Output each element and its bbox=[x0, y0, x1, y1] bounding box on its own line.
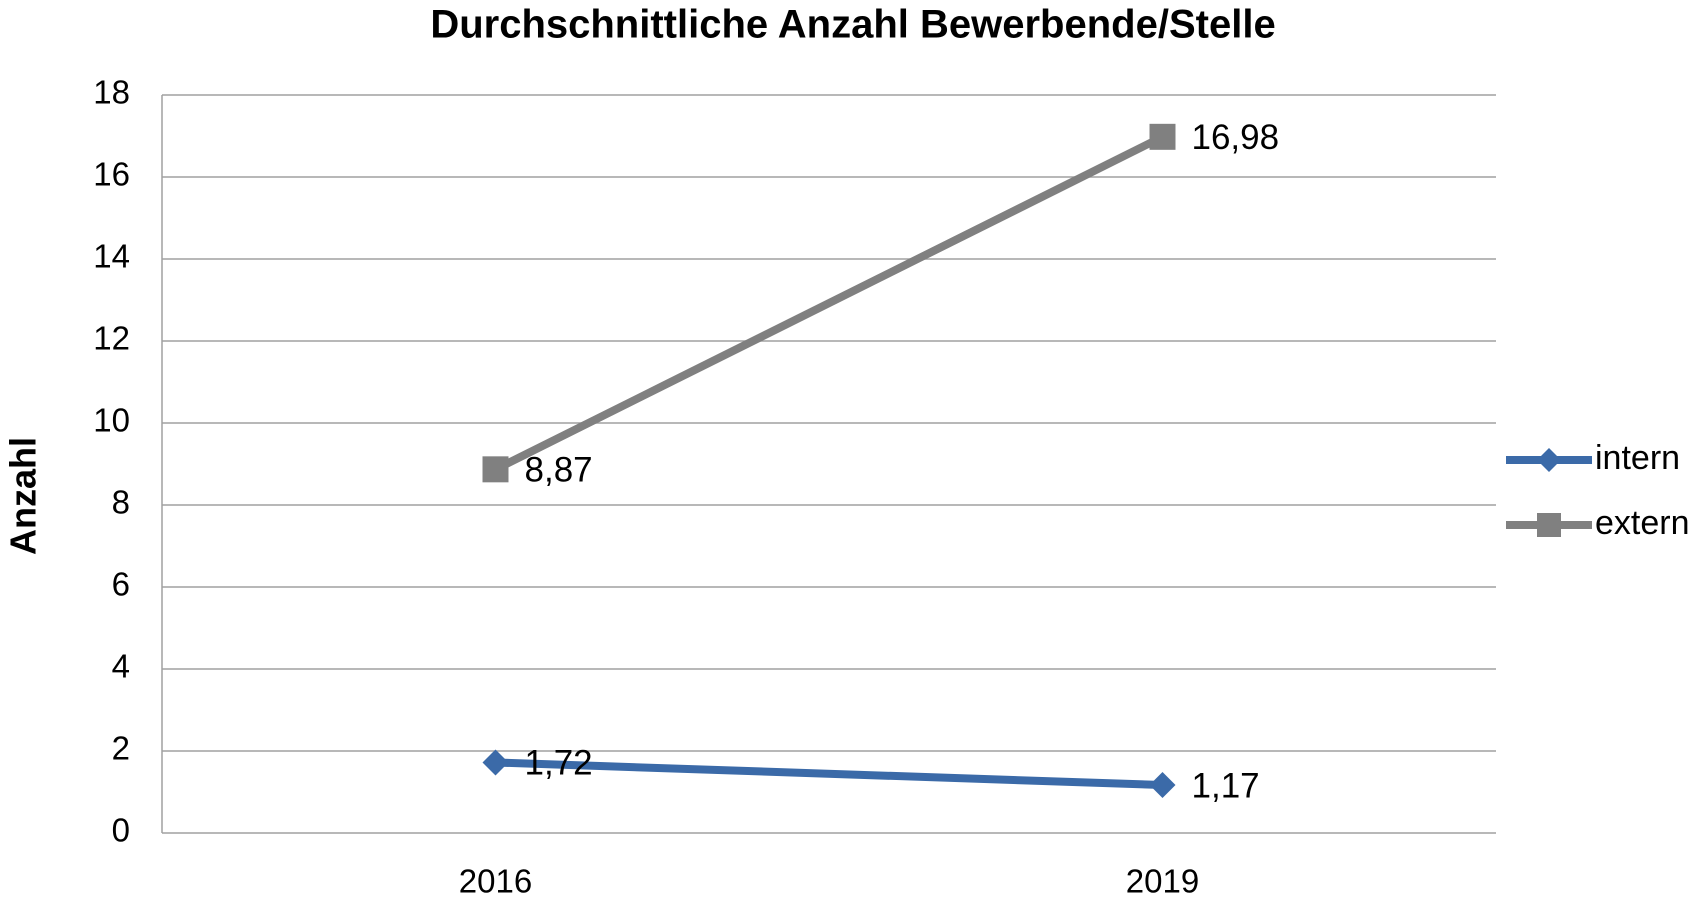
y-tick-label: 6 bbox=[112, 566, 130, 603]
legend-label: extern bbox=[1595, 504, 1690, 542]
y-tick-label: 18 bbox=[93, 74, 130, 111]
y-tick-label: 0 bbox=[112, 812, 130, 849]
marker bbox=[1537, 448, 1561, 472]
marker bbox=[1537, 513, 1561, 537]
y-tick-label: 14 bbox=[93, 238, 130, 275]
marker bbox=[482, 749, 509, 776]
y-tick-label: 4 bbox=[112, 648, 130, 685]
y-tick-label: 10 bbox=[93, 402, 130, 439]
series-line bbox=[495, 758, 1163, 790]
series-line bbox=[493, 133, 1165, 473]
x-tick-label: 2019 bbox=[1126, 863, 1199, 900]
y-tick-label: 8 bbox=[112, 484, 130, 521]
data-label: 1,17 bbox=[1192, 766, 1260, 805]
y-tick-label: 2 bbox=[112, 730, 130, 767]
legend-label: intern bbox=[1595, 439, 1680, 477]
marker bbox=[1149, 772, 1176, 799]
y-tick-label: 16 bbox=[93, 156, 130, 193]
marker bbox=[482, 456, 509, 483]
y-axis-label: Anzahl bbox=[3, 437, 44, 555]
y-tick-label: 12 bbox=[93, 320, 130, 357]
marker bbox=[1149, 123, 1176, 150]
data-label: 8,87 bbox=[525, 451, 593, 490]
data-label: 1,72 bbox=[525, 744, 593, 783]
chart-title: Durchschnittliche Anzahl Bewerbende/Stel… bbox=[430, 3, 1275, 47]
data-label: 16,98 bbox=[1192, 118, 1280, 157]
x-tick-label: 2016 bbox=[459, 863, 532, 900]
